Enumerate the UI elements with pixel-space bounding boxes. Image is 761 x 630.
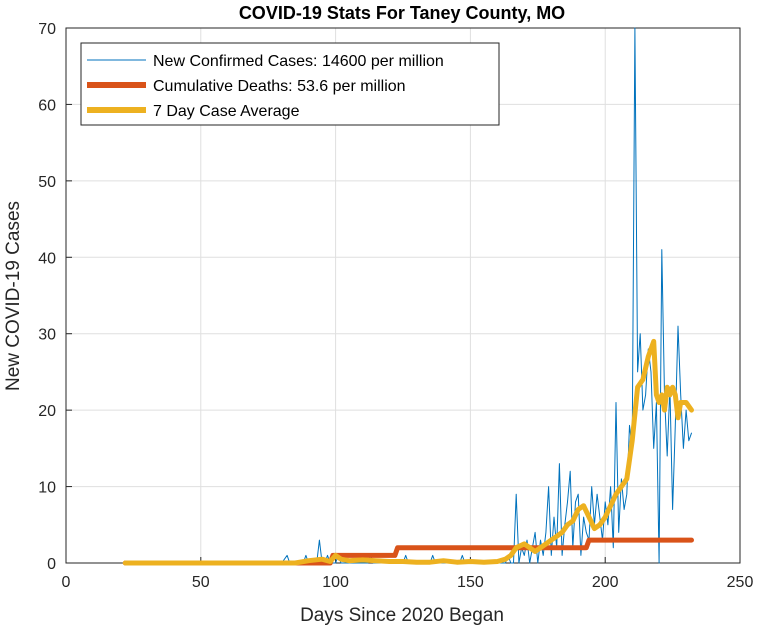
- y-tick-label: 10: [38, 480, 56, 497]
- y-tick-label: 50: [38, 174, 56, 191]
- legend-label-new-cases: New Confirmed Cases: 14600 per million: [153, 53, 444, 70]
- x-axis-label: Days Since 2020 Began: [300, 605, 504, 626]
- x-tick-label: 0: [62, 574, 71, 591]
- y-tick-label: 60: [38, 97, 56, 114]
- x-tick-label: 150: [457, 574, 484, 591]
- y-tick-label: 0: [47, 556, 56, 573]
- series-lines: [122, 27, 694, 566]
- chart-title: COVID-19 Stats For Taney County, MO: [239, 3, 565, 23]
- x-tick-label: 100: [322, 574, 349, 591]
- y-tick-label: 30: [38, 327, 56, 344]
- x-tick-label: 200: [592, 574, 619, 591]
- legend-label-7day-average: 7 Day Case Average: [153, 103, 300, 120]
- legend-label-deaths: Cumulative Deaths: 53.6 per million: [153, 78, 406, 95]
- series-line-7day-average: [122, 338, 694, 566]
- legend-box: [80, 42, 500, 126]
- legend: New Confirmed Cases: 14600 per million C…: [80, 42, 500, 126]
- y-tick-label: 20: [38, 403, 56, 420]
- x-tick-label: 50: [192, 574, 210, 591]
- y-tick-label: 70: [38, 21, 56, 38]
- y-axis-label: New COVID-19 Cases: [3, 201, 24, 391]
- axis-ticks: 0 50 100 150 200 250 0 10 20 30 40 50 60 70: [38, 21, 753, 591]
- y-tick-label: 40: [38, 250, 56, 267]
- x-tick-label: 250: [727, 574, 754, 591]
